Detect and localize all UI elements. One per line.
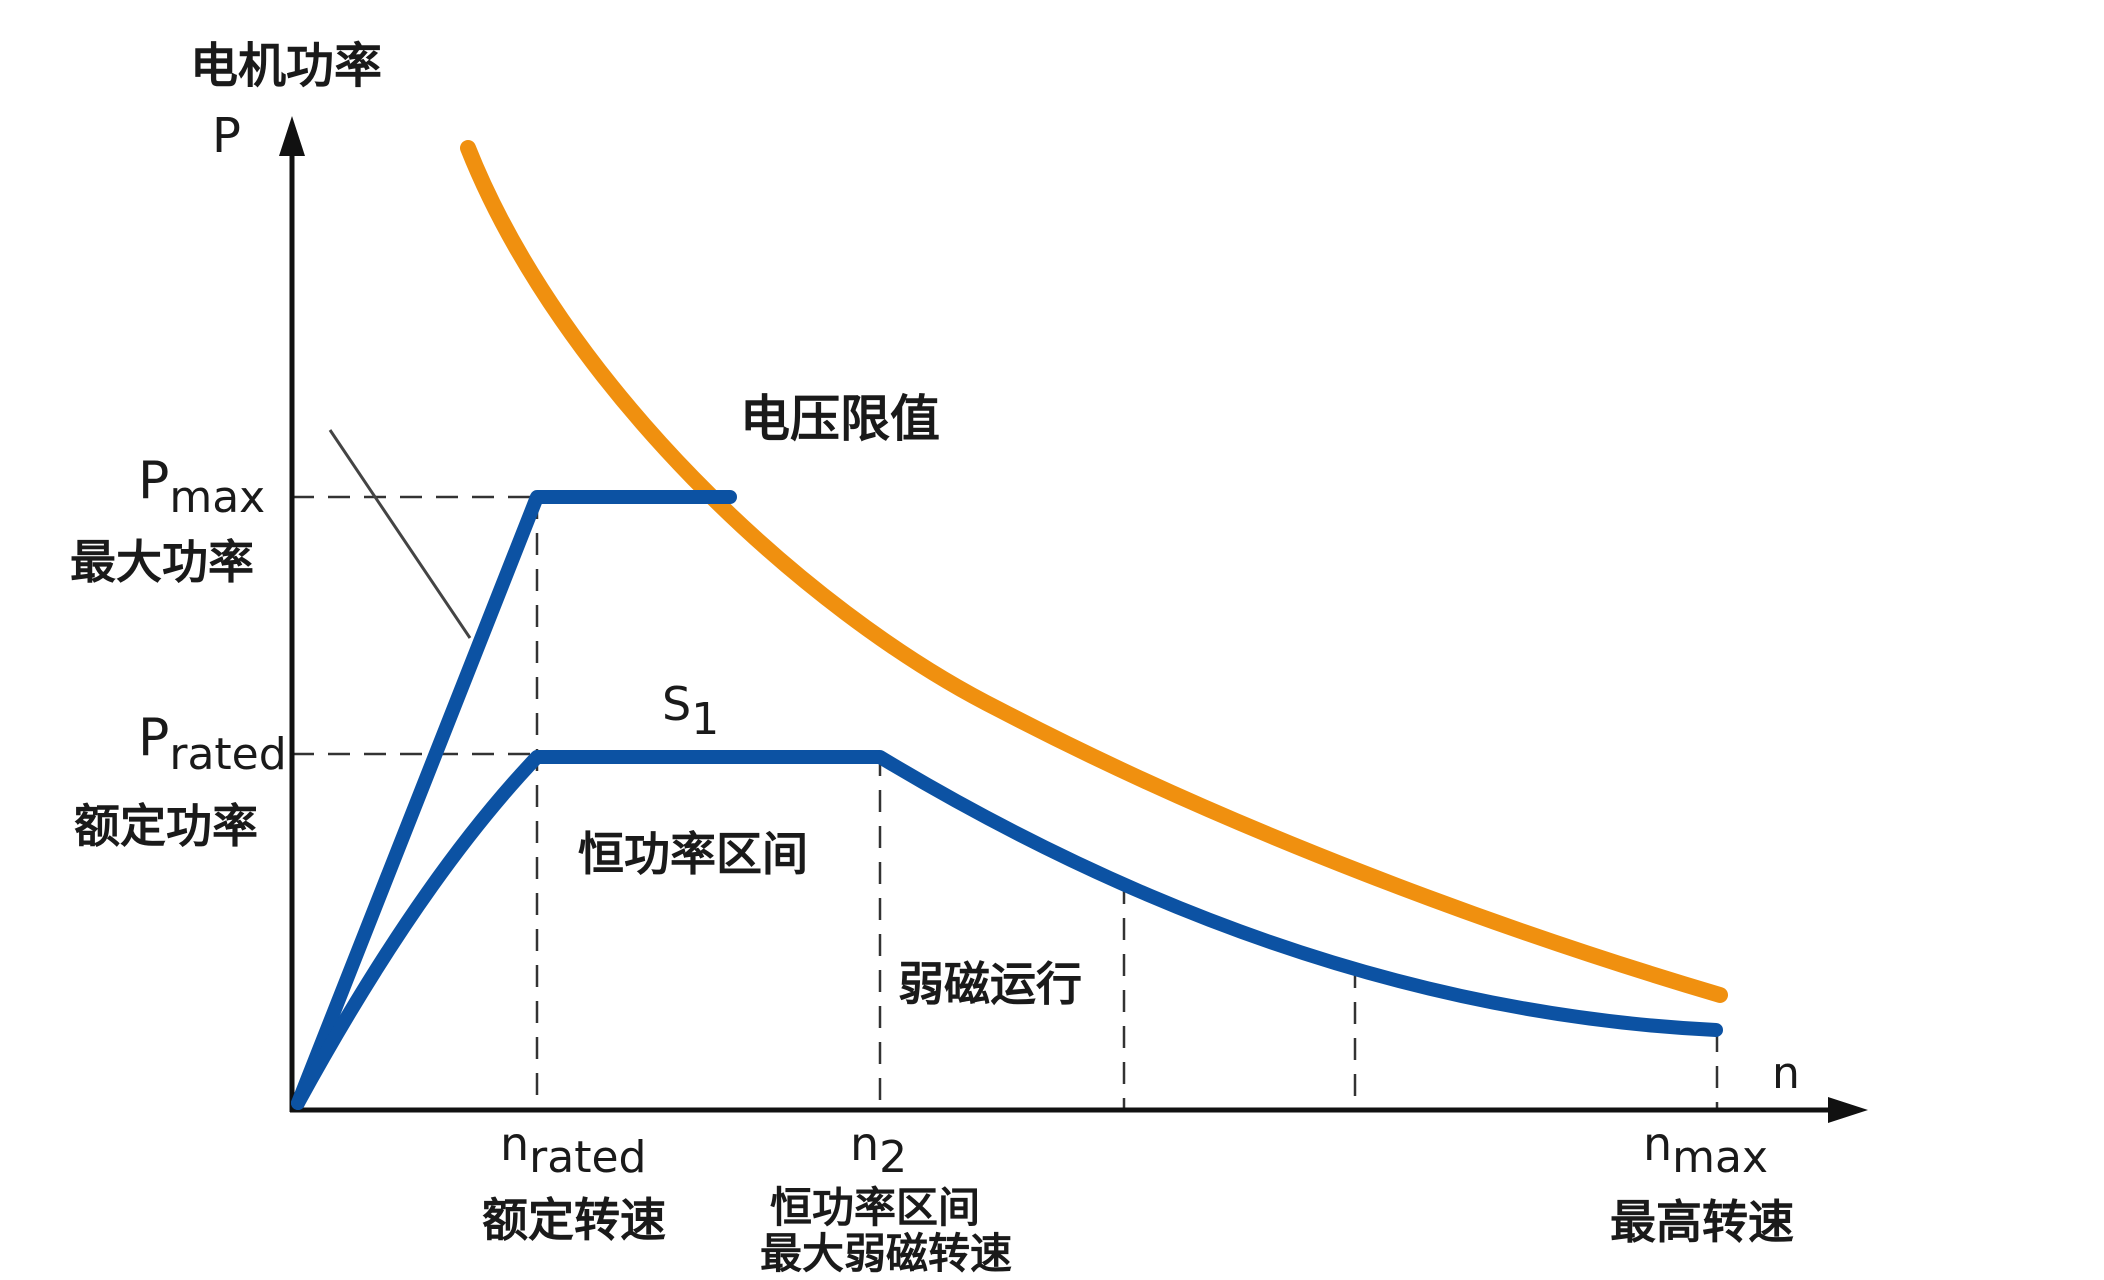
nmax-label: 最高转速 (1610, 1195, 1794, 1249)
y-axis-arrow (279, 116, 305, 156)
power-curves (291, 490, 1723, 1110)
svg-text:nmax: nmax (1643, 1117, 1768, 1183)
n2-label-line-2: 最大弱磁转速 (760, 1229, 1012, 1278)
s1-subscript: 1 (691, 694, 719, 745)
y-axis-symbol: P (212, 108, 241, 164)
svg-text:nrated: nrated (500, 1117, 646, 1183)
x-axis-symbol: n (1772, 1048, 1800, 1099)
field-weakening-region-label: 弱磁运行 (898, 957, 1082, 1011)
prated-label: 额定功率 (74, 799, 258, 853)
nrated-label-group: nrated 额定转速 (482, 1117, 666, 1247)
voltage-limit-label: 电压限值 (740, 390, 940, 448)
s1-symbol: S (662, 677, 691, 731)
x-axis-arrow (1828, 1097, 1868, 1123)
svg-text:Prated: Prated (138, 708, 287, 780)
voltage-limit-curve (460, 140, 1728, 1003)
svg-text:Pmax: Pmax (138, 451, 265, 523)
axes (289, 150, 1835, 1113)
guide-lines (292, 495, 1719, 1110)
y-axis-title: 电机功率 (190, 38, 382, 94)
nrated-symbol: n (500, 1117, 529, 1171)
nrated-subscript: rated (529, 1132, 646, 1183)
pmax-subscript: max (169, 472, 265, 523)
nmax-label-group: nmax 最高转速 (1610, 1117, 1794, 1249)
prated-symbol: P (138, 708, 169, 768)
constant-power-region-label: 恒功率区间 (578, 827, 808, 881)
svg-text:n2: n2 (850, 1117, 907, 1183)
n2-label-group: n2 恒功率区间 最大弱磁转速 (760, 1117, 1012, 1278)
n2-symbol: n (850, 1117, 879, 1171)
n2-label-line-1: 恒功率区间 (770, 1183, 980, 1232)
pmax-label-group: Pmax 最大功率 (70, 451, 265, 589)
svg-text:S1: S1 (662, 677, 719, 745)
pmax-symbol: P (138, 451, 169, 511)
rated-power-curve (291, 750, 1723, 1110)
pmax-label: 最大功率 (70, 535, 254, 589)
pointer-line (328, 429, 472, 639)
prated-subscript: rated (169, 729, 286, 780)
nmax-subscript: max (1672, 1132, 1768, 1183)
nmax-symbol: n (1643, 1117, 1672, 1171)
nrated-label: 额定转速 (482, 1193, 666, 1247)
prated-label-group: Prated 额定功率 (74, 708, 287, 853)
n2-subscript: 2 (879, 1132, 907, 1183)
peak-power-curve (291, 490, 737, 1110)
